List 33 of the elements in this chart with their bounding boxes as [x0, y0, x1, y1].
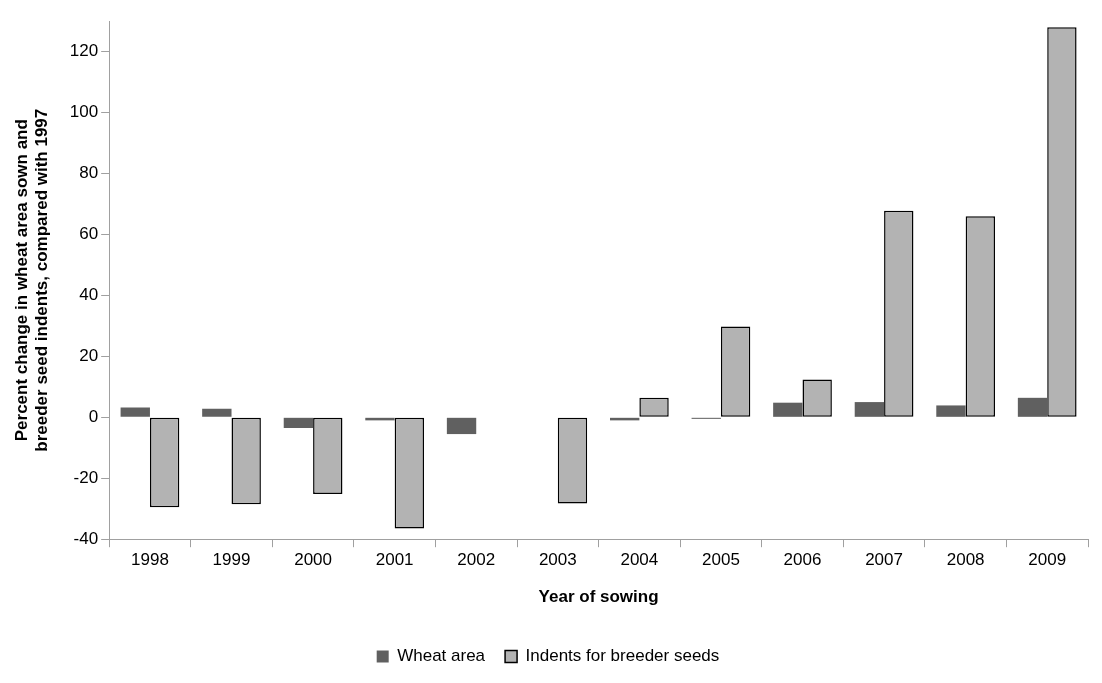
bar — [936, 405, 966, 417]
x-tick-label: 2003 — [538, 550, 577, 570]
y-tick-label: 40 — [79, 285, 99, 305]
bar — [120, 407, 150, 417]
y-tick-label: 80 — [79, 163, 99, 183]
x-tick-label: 2004 — [620, 550, 659, 570]
x-axis-title: Year of sowing — [538, 587, 659, 607]
x-tick-label: 2001 — [375, 550, 414, 570]
x-tick-label: 1998 — [131, 550, 169, 570]
x-tick-label: 2008 — [946, 550, 985, 570]
bar — [854, 402, 885, 417]
x-tick-label: 2007 — [865, 550, 903, 570]
bar — [773, 402, 803, 417]
x-tick-label: 2009 — [1028, 550, 1067, 570]
legend-label: Indents for breeder seeds — [525, 646, 720, 666]
bar — [283, 417, 314, 428]
x-tick-label: 2005 — [702, 550, 740, 570]
y-tick-label: 60 — [79, 224, 99, 244]
bar — [446, 417, 477, 435]
bar — [202, 408, 232, 417]
y-tick-label: 120 — [69, 41, 99, 61]
bar — [1017, 397, 1048, 417]
y-axis-title: Percent change in wheat area sown and breeder seed indents, compared with 1997 — [11, 108, 52, 452]
y-tick-label: -40 — [73, 528, 99, 548]
x-tick-label: 2002 — [457, 550, 496, 570]
x-tick-label: 1999 — [212, 550, 251, 570]
x-tick-label: 2006 — [783, 550, 822, 570]
y-tick-label: -20 — [73, 467, 99, 487]
x-tick-label: 2000 — [294, 550, 332, 570]
legend-label: Wheat area — [397, 646, 486, 666]
y-tick-label: 0 — [88, 407, 99, 427]
y-tick-label: 100 — [69, 102, 99, 122]
y-tick-label: 20 — [79, 346, 99, 366]
